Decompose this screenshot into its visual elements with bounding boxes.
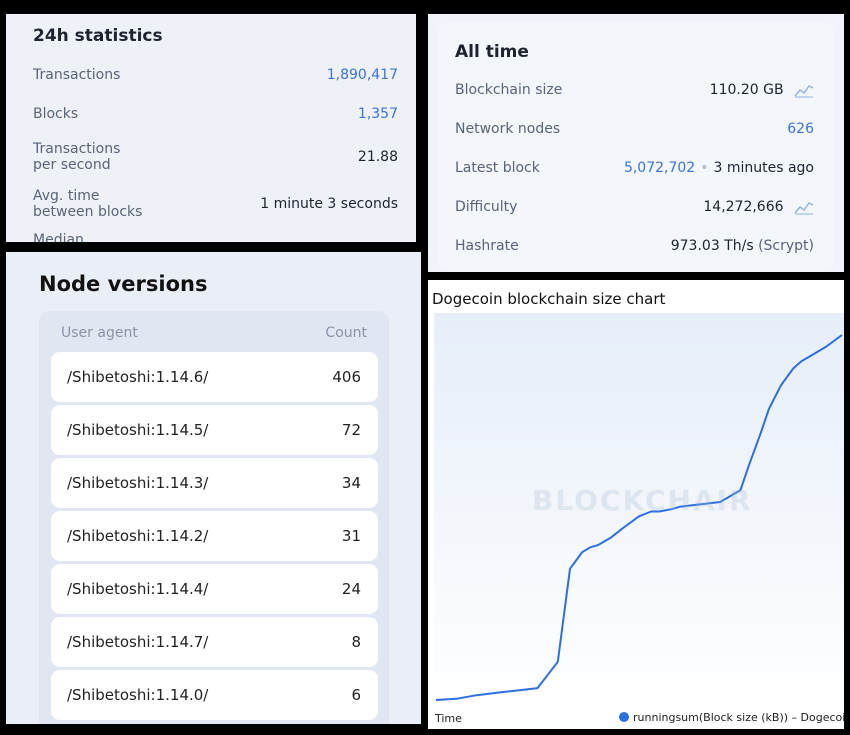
all-time-title: All time — [455, 42, 529, 62]
hashrate-algo: (Scrypt) — [758, 238, 814, 254]
stat-value: 973.03 Th/s — [670, 238, 754, 254]
stat-label: Blocks — [33, 106, 79, 122]
stat-label: Transactions per second — [33, 141, 121, 173]
user-agent: /Shibetoshi:1.14.7/ — [67, 633, 209, 651]
x-axis-label: Time — [435, 712, 462, 725]
node-count: 8 — [351, 633, 361, 651]
stat-label: Network nodes — [455, 121, 561, 137]
series-line-0[interactable] — [435, 334, 843, 701]
stat-label: Latest block — [455, 160, 540, 176]
stats-24h-panel: 24h statistics Transactions 1,890,417 Bl… — [6, 14, 416, 242]
stat-label: Median — [33, 232, 84, 242]
line-chart-icon[interactable] — [794, 199, 814, 215]
stat-value: 1 minute 3 seconds — [260, 196, 398, 212]
latest-block-age: 3 minutes ago — [713, 160, 814, 176]
stat-label: Avg. time between blocks — [33, 188, 143, 220]
user-agent: /Shibetoshi:1.14.3/ — [67, 474, 209, 492]
latest-block-link[interactable]: 5,072,702 — [623, 160, 696, 176]
stat-latest-block: Latest block 5,072,702 • 3 minutes ago — [455, 158, 814, 178]
all-time-card — [438, 22, 834, 272]
stat-blocks-link[interactable]: 1,357 — [357, 106, 398, 122]
legend-label: runningsum(Block size (kB)) – Dogecoi — [633, 711, 844, 724]
column-header-user-agent[interactable]: User agent — [61, 325, 138, 341]
node-count: 24 — [341, 580, 361, 598]
node-count: 406 — [332, 368, 361, 386]
user-agent: /Shibetoshi:1.14.2/ — [67, 527, 209, 545]
stat-blocks: Blocks 1,357 — [33, 105, 398, 123]
all-time-panel: All time Blockchain size 110.20 GB Netwo… — [428, 14, 844, 272]
blockchain-size-chart[interactable] — [428, 280, 844, 729]
user-agent: /Shibetoshi:1.14.5/ — [67, 421, 209, 439]
watermark-logo: BLOCKCHAIR — [532, 484, 753, 517]
table-row: /Shibetoshi:1.14.4/ 24 — [51, 564, 378, 614]
stat-network-nodes: Network nodes 626 — [455, 119, 814, 139]
stat-label: Hashrate — [455, 238, 519, 254]
table-row: /Shibetoshi:1.14.3/ 34 — [51, 458, 378, 508]
table-row: /Shibetoshi:1.14.5/ 72 — [51, 405, 378, 455]
stat-median: Median — [33, 232, 398, 242]
stat-label: Transactions — [33, 67, 121, 83]
stat-hashrate: Hashrate 973.03 Th/s (Scrypt) — [455, 236, 814, 256]
stat-value: 21.88 — [357, 149, 398, 165]
user-agent: /Shibetoshi:1.14.6/ — [67, 368, 209, 386]
network-nodes-link[interactable]: 626 — [787, 121, 814, 137]
node-versions-table: User agent Count /Shibetoshi:1.14.6/ 406… — [39, 311, 389, 724]
stat-transactions: Transactions 1,890,417 — [33, 66, 398, 84]
stats-24h-title: 24h statistics — [33, 26, 163, 46]
table-header: User agent Count — [61, 325, 367, 341]
stat-tps: Transactions per second 21.88 — [33, 140, 398, 174]
stat-avg-time: Avg. time between blocks 1 minute 3 seco… — [33, 187, 398, 221]
user-agent: /Shibetoshi:1.14.4/ — [67, 580, 209, 598]
stat-blockchain-size: Blockchain size 110.20 GB — [455, 80, 814, 100]
table-row: /Shibetoshi:1.14.2/ 31 — [51, 511, 378, 561]
stat-difficulty: Difficulty 14,272,666 — [455, 197, 814, 217]
blockchain-size-chart-panel: Dogecoin blockchain size chart BLOCKCHAI… — [428, 280, 844, 729]
node-count: 72 — [341, 421, 361, 439]
node-count: 34 — [341, 474, 361, 492]
column-header-count[interactable]: Count — [325, 325, 367, 341]
table-row: /Shibetoshi:1.14.6/ 406 — [51, 352, 378, 402]
table-row: /Shibetoshi:1.14.0/ 6 — [51, 670, 378, 720]
stat-transactions-link[interactable]: 1,890,417 — [326, 67, 398, 83]
stat-label: Difficulty — [455, 199, 518, 215]
legend-dot — [619, 712, 629, 722]
line-chart-icon[interactable] — [794, 82, 814, 98]
separator-dot: • — [700, 160, 709, 176]
node-versions-title: Node versions — [39, 272, 208, 296]
user-agent: /Shibetoshi:1.14.0/ — [67, 686, 209, 704]
stat-value: 14,272,666 — [703, 199, 784, 215]
node-count: 6 — [351, 686, 361, 704]
node-count: 31 — [341, 527, 361, 545]
chart-title: Dogecoin blockchain size chart — [432, 290, 666, 308]
stat-label: Blockchain size — [455, 82, 563, 98]
chart-plot-area — [434, 313, 844, 709]
chart-legend[interactable]: runningsum(Block size (kB)) – Dogecoi — [619, 711, 844, 724]
table-row: /Shibetoshi:1.14.7/ 8 — [51, 617, 378, 667]
stat-value: 110.20 GB — [709, 82, 784, 98]
node-versions-panel: Node versions User agent Count /Shibetos… — [6, 252, 421, 724]
